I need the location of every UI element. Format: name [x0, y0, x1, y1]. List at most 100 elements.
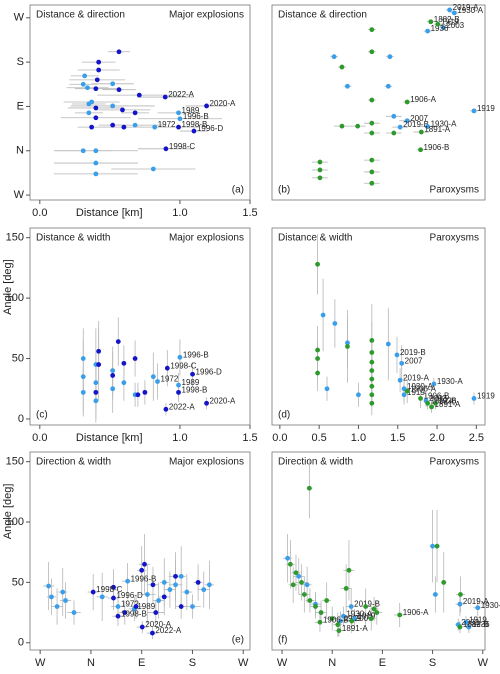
data-point: [425, 400, 431, 406]
data-point: [324, 598, 330, 603]
data-point: [153, 610, 159, 615]
data-point: [343, 586, 349, 591]
data-point: [176, 389, 181, 395]
data-point: [317, 159, 323, 165]
data-point: [369, 180, 375, 186]
point-label: 1930-A: [346, 609, 372, 618]
point-label: 1996-B: [183, 350, 209, 359]
point-label: 2003: [461, 618, 479, 627]
point-label: 1936: [431, 24, 449, 33]
data-point: [451, 10, 457, 16]
x-tick-label: 0.0: [272, 432, 287, 444]
panel-subtitle: Major explosions: [169, 10, 244, 21]
data-point: [369, 337, 375, 343]
x-tick-label: 1.5: [242, 207, 257, 219]
panel-label: (f): [278, 635, 287, 646]
data-point: [345, 83, 350, 89]
data-point: [290, 582, 296, 588]
point-label: 1882-B: [463, 620, 489, 629]
point-label: 1906-A: [403, 608, 429, 617]
point-label: 2020-A: [145, 620, 171, 629]
point-label: 1906-B: [323, 615, 349, 624]
data-point: [136, 92, 142, 98]
data-point: [93, 160, 99, 166]
x-tick-label: W: [238, 657, 249, 669]
data-point: [93, 148, 99, 154]
point-label: 1919: [477, 392, 495, 401]
data-point: [93, 380, 99, 386]
data-point: [139, 624, 145, 630]
point-label: 1891-A: [435, 400, 461, 409]
y-axis-label: Angle [deg]: [2, 259, 14, 315]
data-point: [348, 604, 354, 609]
x-tick-label: S: [189, 657, 196, 669]
point-label: 1972: [161, 375, 179, 384]
data-point: [404, 99, 410, 105]
point-label: 1891-A: [342, 624, 368, 633]
panel-title: Direction & width: [36, 457, 111, 468]
data-point: [466, 624, 472, 630]
data-point: [335, 622, 341, 628]
data-point: [401, 392, 407, 398]
data-point: [320, 312, 326, 318]
data-point: [115, 613, 121, 619]
data-point: [369, 157, 375, 163]
data-point: [355, 123, 361, 129]
data-point: [116, 49, 122, 55]
data-point: [475, 605, 481, 611]
data-point: [177, 116, 183, 122]
x-tick-label: 1.5: [242, 432, 257, 444]
point-label: 1919: [469, 615, 487, 624]
data-point: [368, 616, 374, 622]
data-point: [125, 578, 130, 584]
data-point: [293, 570, 299, 576]
data-point: [385, 83, 391, 89]
data-point: [338, 618, 343, 624]
data-point: [121, 124, 127, 130]
data-point: [471, 108, 477, 114]
data-point: [317, 619, 323, 625]
data-point: [394, 352, 400, 358]
point-label: 1989: [182, 106, 200, 115]
point-label: 1882-B: [434, 15, 460, 24]
data-point: [89, 99, 95, 105]
data-point: [121, 360, 127, 366]
point-label: 1996-D: [116, 591, 142, 600]
data-point: [299, 579, 304, 585]
data-point: [369, 27, 375, 33]
data-point: [191, 128, 197, 134]
data-point: [457, 601, 463, 607]
point-label: 1906-A: [410, 95, 436, 104]
data-point: [369, 400, 375, 406]
y-tick-label: 150: [6, 456, 24, 468]
point-label: 2007: [405, 356, 423, 365]
point-label: 1930-A: [431, 120, 457, 129]
data-point: [162, 94, 168, 100]
data-point: [440, 25, 446, 31]
data-point: [418, 147, 423, 153]
data-point: [304, 582, 310, 588]
data-point: [313, 604, 318, 609]
data-point: [385, 341, 391, 347]
point-label: 1989: [182, 378, 200, 387]
data-point: [399, 360, 405, 366]
point-label: 1930-A: [481, 601, 500, 610]
x-tick-label: W: [478, 657, 489, 669]
point-label: 1998-C: [96, 585, 122, 594]
data-point: [190, 604, 195, 609]
data-point: [80, 148, 86, 154]
data-point: [369, 169, 375, 175]
panel-label: (a): [232, 185, 244, 196]
data-point: [132, 356, 138, 361]
data-point: [336, 628, 342, 634]
point-label: 2019-B: [403, 120, 429, 129]
point-label: 1996-D: [196, 367, 222, 376]
data-point: [425, 28, 431, 34]
data-point: [121, 380, 127, 386]
data-point: [133, 604, 139, 609]
y-tick-label: 50: [12, 576, 24, 588]
data-point: [201, 587, 207, 593]
data-point: [404, 388, 410, 394]
x-tick-label: N: [328, 657, 336, 669]
data-point: [345, 344, 350, 349]
